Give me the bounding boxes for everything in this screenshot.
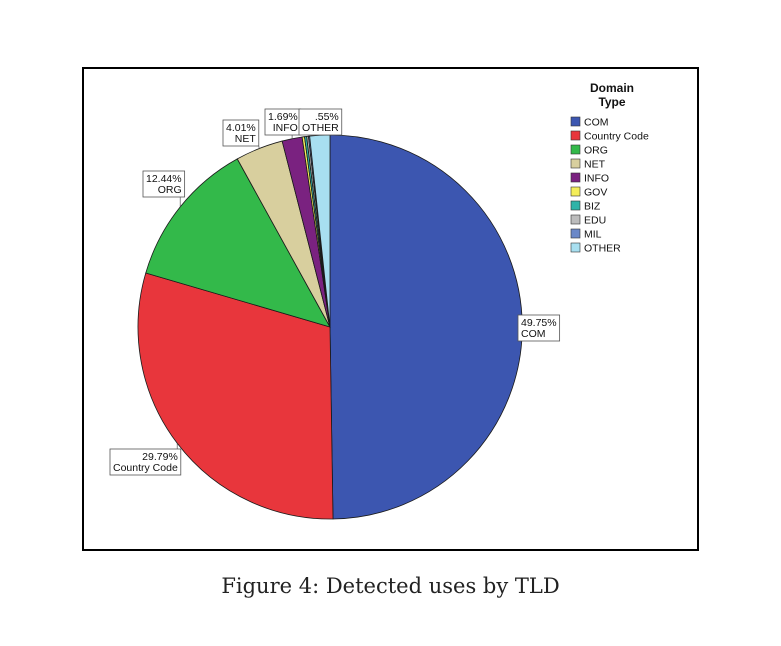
callout-info: 1.69%INFO bbox=[264, 108, 302, 139]
callout-com: 49.75%COM bbox=[517, 314, 561, 342]
legend-title-line1: Domain bbox=[590, 81, 634, 95]
legend-swatch-country-code bbox=[570, 130, 581, 141]
legend-label-info: INFO bbox=[584, 173, 609, 185]
legend: Domain Type COM Country Code ORG NET INFO GOV… bbox=[570, 81, 649, 255]
callout-other: .55%OTHER bbox=[298, 108, 343, 136]
legend-label-net: NET bbox=[584, 159, 606, 171]
callout-percent-country-code: 29.79% bbox=[142, 451, 178, 463]
callout-label-info: INFO bbox=[273, 122, 298, 134]
legend-label-org: ORG bbox=[584, 145, 608, 157]
callout-label-com: COM bbox=[521, 328, 546, 340]
callout-label-other: OTHER bbox=[302, 122, 339, 134]
callout-percent-info: 1.69% bbox=[268, 111, 298, 123]
chart-frame: 49.75% COM 29.79% Country Code 12.44% ORG 4.01… bbox=[82, 67, 699, 551]
legend-label-com: COM bbox=[584, 117, 609, 129]
legend-swatch-biz bbox=[570, 200, 581, 211]
callout-box-net bbox=[222, 119, 260, 147]
legend-swatch-org bbox=[570, 144, 581, 155]
callout-net: 4.01%NET bbox=[222, 119, 260, 149]
legend-swatch-info bbox=[570, 172, 581, 183]
pie-callouts: 49.75%COM 29.79%Country Code 12.44%ORG 4.01… bbox=[109, 108, 561, 476]
pie-slice-org bbox=[145, 158, 331, 328]
callout-label-country-code: Country Code bbox=[113, 462, 178, 474]
callout-label-org: ORG bbox=[158, 184, 182, 196]
callout-percent-other: .55% bbox=[315, 111, 339, 123]
legend-label-edu: EDU bbox=[584, 215, 606, 227]
legend-label-country-code: Country Code bbox=[584, 131, 649, 143]
callout-box-org bbox=[142, 170, 186, 198]
legend-swatch-other bbox=[570, 242, 581, 253]
pie-slice-country-code bbox=[137, 272, 334, 520]
callout-label-net: NET bbox=[235, 133, 257, 145]
callout-percent-org: 12.44% bbox=[146, 173, 182, 185]
legend-swatch-gov bbox=[570, 186, 581, 197]
callout-box-other bbox=[298, 108, 343, 136]
callout-country-code: 29.79%Country Code bbox=[109, 443, 182, 476]
pie-slice-com bbox=[329, 134, 523, 520]
pie-slices bbox=[137, 134, 523, 520]
legend-label-mil: MIL bbox=[584, 229, 602, 241]
legend-title-line2: Type bbox=[598, 95, 625, 109]
legend-swatch-net bbox=[570, 158, 581, 169]
legend-label-other: OTHER bbox=[584, 243, 621, 255]
legend-label-gov: GOV bbox=[584, 187, 607, 199]
legend-label-biz: BIZ bbox=[584, 201, 601, 213]
legend-swatch-edu bbox=[570, 214, 581, 225]
callout-percent-com: 49.75% bbox=[521, 317, 557, 329]
legend-swatch-com bbox=[570, 116, 581, 127]
callout-box-com bbox=[517, 314, 561, 342]
callout-org: 12.44%ORG bbox=[142, 170, 186, 207]
legend-swatch-mil bbox=[570, 228, 581, 239]
callout-box-country-code bbox=[109, 448, 182, 476]
callout-percent-net: 4.01% bbox=[226, 122, 256, 134]
figure-caption: Figure 4: Detected uses by TLD bbox=[221, 574, 560, 598]
